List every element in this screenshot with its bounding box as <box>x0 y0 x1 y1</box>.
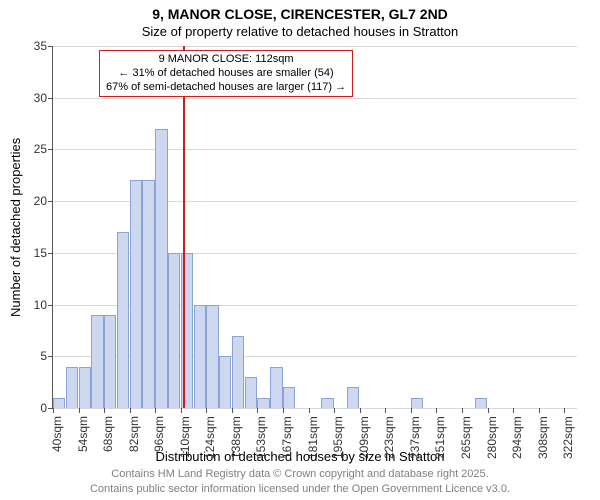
x-tick-label: 308sqm <box>536 416 550 459</box>
y-tick-mark <box>48 201 53 202</box>
x-tick-label: 124sqm <box>203 416 217 459</box>
credits-line-1: Contains HM Land Registry data © Crown c… <box>0 467 600 481</box>
histogram-bar <box>91 315 103 408</box>
x-tick-label: 280sqm <box>485 416 499 459</box>
y-tick-label: 0 <box>40 401 47 415</box>
x-tick-mark <box>564 408 565 413</box>
histogram-bar <box>168 253 180 408</box>
x-tick-mark <box>309 408 310 413</box>
chart-title: 9, MANOR CLOSE, CIRENCESTER, GL7 2ND <box>0 6 600 22</box>
histogram-bar <box>66 367 78 408</box>
histogram-bar <box>475 398 487 408</box>
histogram-bar <box>347 387 359 408</box>
x-tick-label: 40sqm <box>50 416 64 452</box>
histogram-bar <box>79 367 91 408</box>
histogram-bar <box>206 305 218 408</box>
x-tick-label: 209sqm <box>357 416 371 459</box>
histogram-bar <box>130 180 142 408</box>
credits: Contains HM Land Registry data © Crown c… <box>0 467 600 496</box>
y-tick-mark <box>48 253 53 254</box>
histogram-bar <box>321 398 333 408</box>
y-tick-label: 35 <box>34 39 47 53</box>
y-axis-label: Number of detached properties <box>8 137 23 316</box>
x-tick-mark <box>130 408 131 413</box>
annotation-box: 9 MANOR CLOSE: 112sqm← 31% of detached h… <box>99 50 353 97</box>
credits-line-2: Contains public sector information licen… <box>0 482 600 496</box>
histogram-bar <box>219 356 231 408</box>
x-tick-label: 82sqm <box>127 416 141 452</box>
gridline <box>53 149 577 150</box>
y-tick-label: 30 <box>34 91 47 105</box>
histogram-bar <box>411 398 423 408</box>
x-tick-mark <box>155 408 156 413</box>
x-tick-mark <box>334 408 335 413</box>
x-tick-mark <box>513 408 514 413</box>
x-tick-mark <box>360 408 361 413</box>
x-tick-label: 181sqm <box>306 416 320 459</box>
x-tick-label: 237sqm <box>408 416 422 459</box>
y-tick-mark <box>48 149 53 150</box>
y-tick-mark <box>48 46 53 47</box>
y-tick-label: 15 <box>34 246 47 260</box>
x-tick-label: 265sqm <box>459 416 473 459</box>
histogram-bar <box>283 387 295 408</box>
histogram-bar <box>53 398 65 408</box>
x-tick-label: 322sqm <box>561 416 575 459</box>
x-tick-label: 110sqm <box>178 416 192 458</box>
gridline <box>53 98 577 99</box>
x-tick-mark <box>385 408 386 413</box>
x-tick-mark <box>104 408 105 413</box>
x-tick-mark <box>283 408 284 413</box>
chart-container: 9, MANOR CLOSE, CIRENCESTER, GL7 2ND Siz… <box>0 0 600 500</box>
histogram-bar <box>104 315 116 408</box>
y-tick-label: 25 <box>34 142 47 156</box>
annotation-line: 67% of semi-detached houses are larger (… <box>106 81 346 95</box>
y-tick-label: 5 <box>40 349 47 363</box>
x-tick-mark <box>436 408 437 413</box>
x-tick-mark <box>539 408 540 413</box>
x-tick-mark <box>411 408 412 413</box>
histogram-bar <box>257 398 269 408</box>
gridline <box>53 46 577 47</box>
y-tick-label: 10 <box>34 298 47 312</box>
x-tick-label: 251sqm <box>433 416 447 459</box>
histogram-bar <box>232 336 244 408</box>
x-tick-mark <box>232 408 233 413</box>
gridline <box>53 408 577 409</box>
x-tick-label: 153sqm <box>254 416 268 459</box>
annotation-line: ← 31% of detached houses are smaller (54… <box>106 67 346 81</box>
property-marker-line <box>183 46 185 408</box>
x-tick-mark <box>181 408 182 413</box>
histogram-bar <box>117 232 129 408</box>
x-tick-mark <box>53 408 54 413</box>
histogram-bar <box>194 305 206 408</box>
x-tick-label: 96sqm <box>152 416 166 452</box>
histogram-bar <box>155 129 167 408</box>
x-tick-label: 54sqm <box>76 416 90 452</box>
x-tick-label: 294sqm <box>510 416 524 459</box>
y-tick-mark <box>48 356 53 357</box>
histogram-bar <box>142 180 154 408</box>
x-tick-label: 195sqm <box>331 416 345 459</box>
y-tick-mark <box>48 305 53 306</box>
x-tick-label: 68sqm <box>101 416 115 452</box>
annotation-line: 9 MANOR CLOSE: 112sqm <box>106 53 346 67</box>
x-tick-mark <box>257 408 258 413</box>
x-tick-mark <box>206 408 207 413</box>
x-tick-label: 223sqm <box>382 416 396 459</box>
chart-subtitle: Size of property relative to detached ho… <box>0 24 600 39</box>
y-tick-label: 20 <box>34 194 47 208</box>
x-tick-mark <box>462 408 463 413</box>
x-tick-mark <box>488 408 489 413</box>
x-tick-label: 167sqm <box>280 416 294 459</box>
y-tick-mark <box>48 98 53 99</box>
histogram-bar <box>270 367 282 408</box>
x-tick-mark <box>79 408 80 413</box>
histogram-bar <box>245 377 257 408</box>
x-tick-label: 138sqm <box>229 416 243 459</box>
plot-area: 0510152025303540sqm54sqm68sqm82sqm96sqm1… <box>52 46 577 409</box>
